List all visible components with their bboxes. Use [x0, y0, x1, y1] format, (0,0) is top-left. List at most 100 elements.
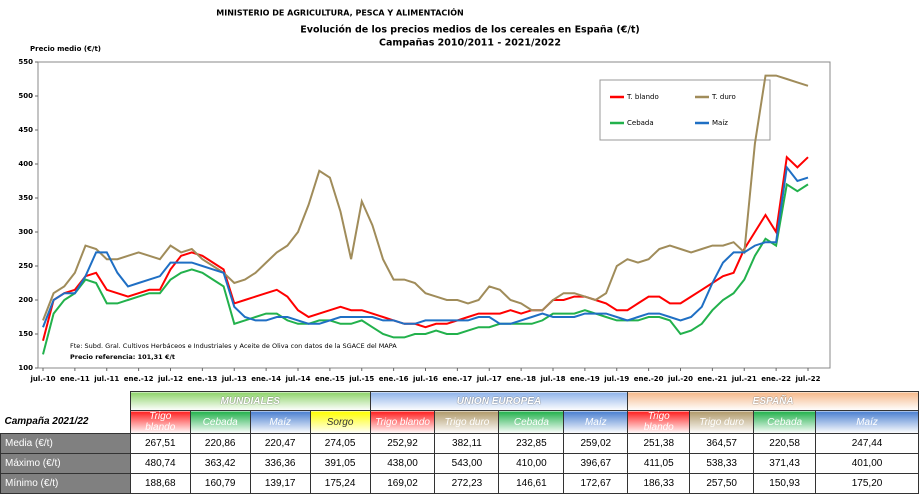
x-tick-label: jul.-14: [284, 375, 310, 383]
cell: 371,43: [753, 453, 817, 474]
plot-area: [37, 61, 831, 369]
x-tick-label: ene.-14: [251, 375, 281, 383]
cell: 232,85: [498, 433, 565, 454]
cell: 538,33: [689, 453, 755, 474]
cell: 257,50: [689, 473, 755, 494]
x-tick-label: ene.-17: [442, 375, 472, 383]
x-tick-label: ene.-21: [697, 375, 727, 383]
y-tick-label: 550: [18, 58, 33, 66]
column-header: Sorgo: [309, 410, 371, 434]
cell: 267,51: [129, 433, 191, 454]
series-line: [42, 164, 809, 328]
x-tick-label: jul.-19: [603, 375, 629, 383]
cell: 186,33: [627, 473, 691, 494]
column-header: Maíz: [815, 410, 919, 434]
cell: 251,38: [627, 433, 691, 454]
column-header: Cebada: [498, 410, 565, 434]
x-tick-label: ene.-16: [379, 375, 409, 383]
legend-label: T. duro: [711, 93, 736, 101]
cell: 220,86: [189, 433, 251, 454]
chart: MINISTERIO DE AGRICULTURA, PESCA Y ALIME…: [18, 7, 831, 383]
cell: 382,11: [434, 433, 500, 454]
x-tick-label: jul.-21: [731, 375, 757, 383]
legend-label: Cebada: [627, 119, 654, 127]
cell: 543,00: [434, 453, 500, 474]
cell: 252,92: [369, 433, 436, 454]
y-tick-label: 100: [18, 364, 33, 372]
y-tick-label: 150: [18, 330, 33, 338]
cell: 259,02: [563, 433, 629, 454]
cell: 336,36: [249, 453, 311, 474]
chart-title: Evolución de los precios medios de los c…: [300, 25, 639, 36]
blank-cell: [1, 392, 131, 411]
x-tick-label: ene.-12: [124, 375, 154, 383]
cell: 220,47: [249, 433, 311, 454]
x-tick-label: jul.-17: [476, 375, 502, 383]
cell: 391,05: [309, 453, 371, 474]
x-tick-label: jul.-16: [412, 375, 438, 383]
cell: 175,24: [309, 473, 371, 494]
cell: 363,42: [189, 453, 251, 474]
x-tick-label: jul.-11: [93, 375, 119, 383]
cell: 169,02: [369, 473, 436, 494]
x-tick-label: jul.-10: [29, 375, 55, 383]
column-header: Maíz: [249, 410, 311, 434]
source-note: Fte: Subd. Gral. Cultivos Herbáceos e In…: [70, 342, 397, 350]
cell: 160,79: [189, 473, 251, 494]
column-header: Trigo duro: [434, 410, 500, 434]
chart-subtitle: Campañas 2010/2011 - 2021/2022: [379, 38, 561, 49]
y-tick-label: 350: [18, 194, 33, 202]
legend-label: T. blando: [626, 93, 659, 101]
x-tick-label: jul.-13: [221, 375, 247, 383]
row-label: Mínimo (€/t): [0, 473, 131, 494]
cell: 480,74: [129, 453, 191, 474]
cell: 274,05: [309, 433, 371, 454]
column-header: Maíz: [563, 410, 629, 434]
header: MINISTERIO DE AGRICULTURA, PESCA Y ALIME…: [216, 7, 464, 18]
series-line: [42, 182, 809, 355]
y-axis-label: Precio medio (€/t): [30, 45, 101, 53]
cell: 220,58: [753, 433, 817, 454]
column-header: Trigo blando: [129, 410, 191, 434]
x-tick-label: ene.-15: [315, 375, 345, 383]
cell: 438,00: [369, 453, 436, 474]
corner-label: Campaña 2021/22: [4, 416, 89, 428]
group-header: UNION EUROPEA: [369, 391, 629, 411]
y-tick-label: 250: [18, 262, 33, 270]
cell: 247,44: [815, 433, 919, 454]
x-tick-label: jul.-22: [794, 375, 820, 383]
cell: 172,67: [563, 473, 629, 494]
y-tick-label: 450: [18, 126, 33, 134]
cell: 272,23: [434, 473, 500, 494]
group-header: MUNDIALES: [129, 391, 371, 411]
group-header: ESPAÑA: [627, 391, 919, 411]
cell: 364,57: [689, 433, 755, 454]
x-tick-label: jul.-18: [539, 375, 565, 383]
column-header: Cebada: [189, 410, 251, 434]
legend-label: Maíz: [712, 119, 728, 127]
y-tick-label: 200: [18, 296, 33, 304]
x-tick-label: ene.-11: [60, 375, 90, 383]
summary-table: MUNDIALES UNION EUROPEA ESPAÑA Campaña 2021…: [0, 391, 919, 494]
column-header: Cebada: [753, 410, 817, 434]
row-label: Máximo (€/t): [0, 453, 131, 474]
row-label: Media (€/t): [0, 433, 131, 454]
x-tick-label: ene.-18: [506, 375, 536, 383]
x-tick-label: ene.-19: [570, 375, 600, 383]
cell: 146,61: [498, 473, 565, 494]
x-tick-label: ene.-13: [187, 375, 217, 383]
column-header: Trigo duro: [689, 410, 755, 434]
cell: 401,00: [815, 453, 919, 474]
legend-box: [599, 79, 771, 141]
reference-note: Precio referencia: 101,31 €/t: [70, 353, 175, 361]
y-tick-label: 400: [18, 160, 33, 168]
y-tick-label: 300: [18, 228, 33, 236]
cell: 188,68: [129, 473, 191, 494]
x-tick-label: ene.-22: [761, 375, 791, 383]
cell: 175,20: [815, 473, 919, 494]
series-line: [42, 155, 809, 342]
cell: 410,00: [498, 453, 565, 474]
cell: 150,93: [753, 473, 817, 494]
cell: 411,05: [627, 453, 691, 474]
